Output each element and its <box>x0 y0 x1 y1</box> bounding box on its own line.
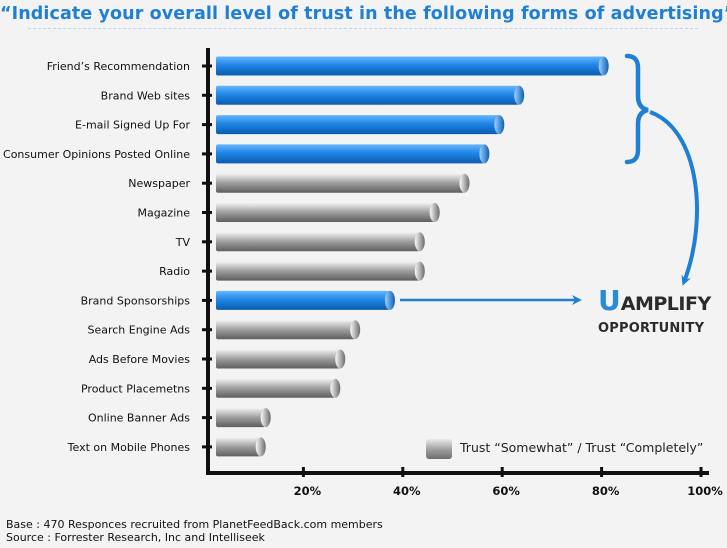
category-label: E-mail Signed Up For <box>75 119 190 132</box>
bar <box>216 290 390 310</box>
footer-base: Base : 470 Responces recruited from Plan… <box>6 518 383 531</box>
bar-cap <box>255 437 266 457</box>
bar <box>216 261 420 281</box>
footer: Base : 470 Responces recruited from Plan… <box>6 518 383 544</box>
bar <box>216 437 261 457</box>
category-label: Ads Before Movies <box>89 353 191 366</box>
category-label: Online Banner Ads <box>88 412 190 425</box>
legend: Trust “Somewhat” / Trust “Completely” <box>424 436 714 462</box>
bar <box>216 85 520 105</box>
bar <box>216 378 336 398</box>
bar <box>216 232 420 252</box>
bar-cap <box>459 173 470 193</box>
bar <box>216 173 465 193</box>
bar <box>216 320 356 340</box>
category-label: Brand Sponsorships <box>81 294 191 307</box>
legend-label: Trust “Somewhat” / Trust “Completely” <box>460 440 704 455</box>
callout-line2: OPPORTUNITY <box>598 321 705 336</box>
category-label: Newspaper <box>128 177 190 190</box>
category-label: Search Engine Ads <box>87 324 190 337</box>
bar-cap <box>494 115 505 135</box>
bar <box>216 203 435 222</box>
bar-cap <box>598 56 609 76</box>
bar <box>216 115 500 135</box>
bar <box>216 349 341 369</box>
footer-source: Source : Forrester Research, Inc and Int… <box>6 531 265 544</box>
category-label: Magazine <box>137 207 190 220</box>
category-label: Consumer Opinions Posted Online <box>3 148 190 161</box>
category-label: Friend’s Recommendation <box>47 60 190 73</box>
bar-cap <box>414 232 425 252</box>
bar <box>216 144 485 164</box>
callout-text: UAMPLIFY OPPORTUNITY <box>598 284 711 337</box>
bar-cap <box>330 378 341 398</box>
category-label: Radio <box>159 265 190 278</box>
bracket <box>624 53 649 165</box>
category-label: Product Placemetns <box>81 382 190 395</box>
x-tick-label: 80% <box>592 484 620 498</box>
bar-cap <box>260 408 271 428</box>
title-divider <box>28 28 698 29</box>
legend-swatch <box>426 439 452 459</box>
callout-line1: AMPLIFY <box>620 293 711 315</box>
category-label: Brand Web sites <box>101 89 191 102</box>
callout-arrow-curved <box>649 110 699 286</box>
bar <box>216 408 266 428</box>
x-tick-label: 40% <box>393 484 421 498</box>
bar <box>216 56 604 76</box>
bar-cap <box>514 85 525 105</box>
bar-cap <box>414 261 425 281</box>
bar-cap <box>429 203 440 222</box>
callout-big-letter: U <box>598 284 621 317</box>
bar-cap <box>350 320 361 340</box>
category-label: Text on Mobile Phones <box>67 441 191 454</box>
category-label: TV <box>175 236 191 249</box>
bar-cap <box>479 144 490 164</box>
x-tick-label: 60% <box>492 484 520 498</box>
x-tick-label: 100% <box>687 484 723 498</box>
x-tick-label: 20% <box>294 484 322 498</box>
bar-cap <box>384 290 395 310</box>
chart-title: “Indicate your overall level of trust in… <box>0 4 727 24</box>
bar-cap <box>335 349 346 369</box>
